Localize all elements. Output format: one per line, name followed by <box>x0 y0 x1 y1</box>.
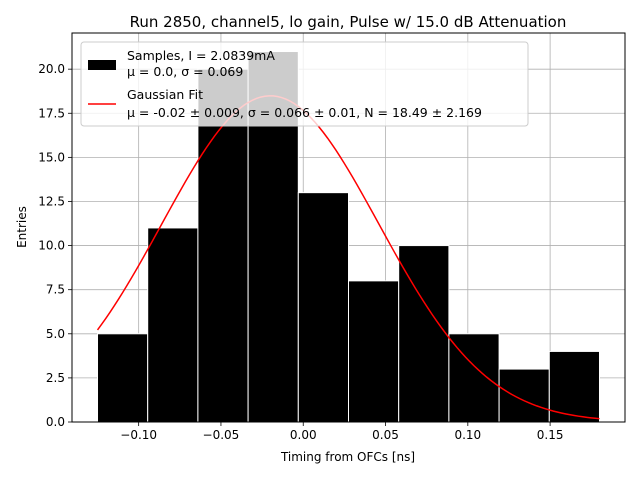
histogram-bar <box>197 68 249 423</box>
y-tick-label: 5.0 <box>46 327 65 341</box>
y-tick-label: 17.5 <box>38 106 65 120</box>
x-tick-label: −0.05 <box>203 428 240 442</box>
gaussian-fit-line <box>96 95 600 420</box>
histogram-bar <box>348 280 400 423</box>
legend-samples-line2: μ = 0.0, σ = 0.069 <box>127 64 243 79</box>
x-axis-ticks: −0.10 −0.05 0.00 0.05 0.10 0.15 <box>120 422 563 442</box>
axes-frame <box>71 32 626 423</box>
chart-title: Run 2850, channel5, lo gain, Pulse w/ 15… <box>130 13 567 31</box>
histogram-bar <box>498 368 550 423</box>
legend: Samples, I = 2.0839mA μ = 0.0, σ = 0.069… <box>80 41 529 127</box>
y-tick-label: 15.0 <box>38 150 65 164</box>
histogram-bar <box>97 333 149 423</box>
x-tick-label: 0.00 <box>290 428 317 442</box>
histogram-bar <box>548 350 600 423</box>
legend-fit-line1: Gaussian Fit <box>127 87 203 102</box>
y-axis-label: Entries <box>15 206 29 248</box>
legend-samples-swatch <box>88 60 116 70</box>
x-axis-label: Timing from OFCs [ns] <box>280 450 415 464</box>
y-axis-ticks: 0.0 2.5 5.0 7.5 10.0 12.5 15.0 17.5 20.0 <box>38 62 72 429</box>
y-tick-label: 10.0 <box>38 239 65 253</box>
y-tick-label: 12.5 <box>38 194 65 208</box>
y-tick-label: 0.0 <box>46 415 65 429</box>
y-tick-label: 7.5 <box>46 283 65 297</box>
legend-samples-line1: Samples, I = 2.0839mA <box>127 48 275 63</box>
histogram-bar <box>147 227 199 423</box>
x-tick-label: 0.10 <box>454 428 481 442</box>
x-tick-label: 0.05 <box>372 428 399 442</box>
x-tick-label: 0.15 <box>537 428 564 442</box>
histogram-bar <box>297 192 350 423</box>
legend-box <box>80 41 529 127</box>
y-tick-label: 20.0 <box>38 62 65 76</box>
legend-fit-line2: μ = -0.02 ± 0.009, σ = 0.066 ± 0.01, N =… <box>127 105 482 120</box>
x-tick-label: −0.10 <box>120 428 157 442</box>
y-tick-label: 2.5 <box>46 371 65 385</box>
